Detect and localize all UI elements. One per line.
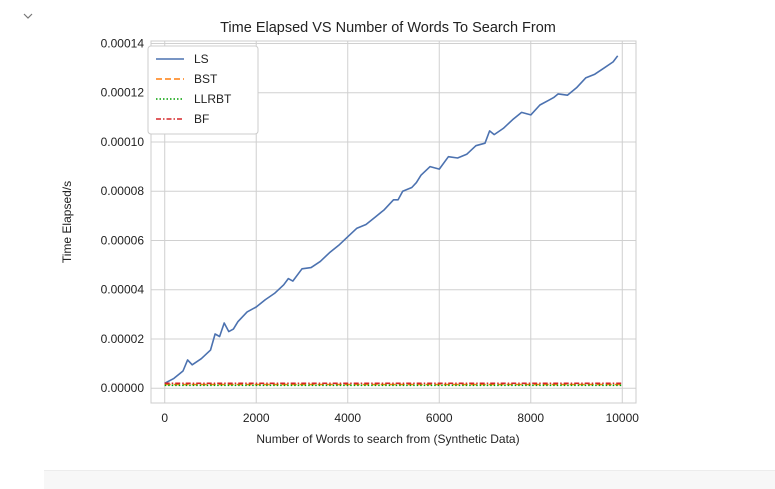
legend-label-llrbt: LLRBT [194,92,232,106]
series-lines [164,55,623,387]
x-tick-labels: 0 2000 4000 6000 8000 10000 [161,411,639,425]
chart-title: Time Elapsed VS Number of Words To Searc… [220,20,556,36]
chevron-down-icon [23,13,33,19]
x-tick-label: 6000 [426,411,453,425]
y-tick-label: 0.00014 [101,36,145,50]
y-tick-label: 0.00006 [101,233,145,247]
x-tick-label: 8000 [517,411,544,425]
next-cell-strip [44,470,775,489]
legend-label-bf: BF [194,112,209,126]
x-tick-label: 4000 [334,411,361,425]
series-line-ls [164,55,619,385]
x-tick-label: 2000 [243,411,270,425]
y-tick-label: 0.00010 [101,135,145,149]
y-axis-label: Time Elapsed/s [60,181,74,263]
x-tick-label: 10000 [606,411,640,425]
line-chart: 0 2000 4000 6000 8000 10000 0.000000.000020.0… [60,20,639,446]
grid-lines [151,41,636,403]
y-tick-labels: 0.00000 0.00002 0.00004 0.00006 0.00008 0.000… [101,36,145,395]
legend-label-bst: BST [194,72,218,86]
x-tick-label: 0 [161,411,168,425]
y-tick-label: 0.00002 [101,332,145,346]
y-tick-label: 0.00012 [101,86,145,100]
legend-box [147,45,259,135]
cell-output: 0 2000 4000 6000 8000 10000 0.00000 0.00002 0.0… [56,0,775,470]
y-tick-label: 0.00008 [101,184,145,198]
x-axis-label: Number of Words to search from (Syntheti… [256,432,519,446]
y-tick-label: 0.00004 [101,283,145,297]
plot-frame [150,40,637,404]
y-tick-label: 0.00000 [101,381,145,395]
legend-label-ls: LS [194,52,209,66]
collapse-toggle-button[interactable] [20,8,36,24]
legend: LS BST LLRBT BF [147,45,259,135]
